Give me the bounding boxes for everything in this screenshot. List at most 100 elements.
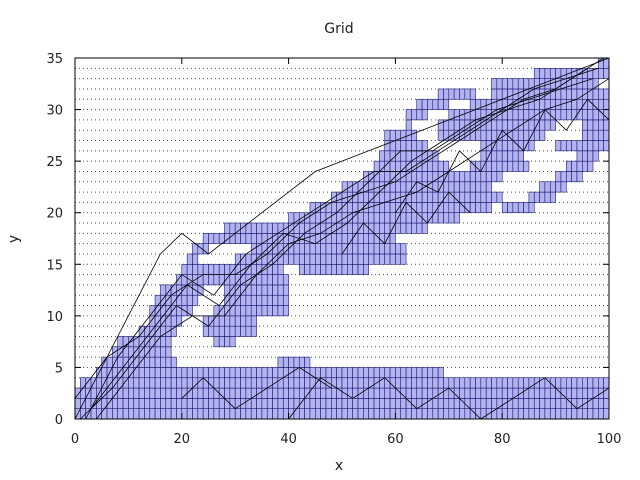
grid-cell [459, 181, 466, 193]
grid-cell [149, 387, 156, 399]
grid-cell [405, 367, 412, 379]
grid-cell [320, 253, 327, 265]
grid-cell [325, 253, 332, 265]
grid-cell [571, 387, 578, 399]
grid-cell [245, 233, 252, 244]
grid-cell [539, 387, 546, 399]
grid-cell [517, 408, 524, 420]
grid-cell [122, 408, 129, 420]
grid-cell [379, 150, 386, 162]
grid-cell [598, 98, 604, 110]
grid-cell [181, 367, 188, 379]
grid-cell [320, 387, 327, 399]
grid-cell [512, 78, 519, 90]
grid-cell [491, 191, 498, 203]
y-tick-label: 30 [46, 104, 63, 119]
grid-cell [528, 98, 535, 110]
grid-cell [565, 377, 572, 389]
grid-cell [400, 160, 407, 172]
grid-cell [368, 398, 375, 409]
grid-cell [496, 191, 503, 203]
grid-cell [411, 398, 418, 409]
grid-cell [165, 387, 172, 399]
grid-cell [501, 78, 508, 90]
y-tick-label: 5 [55, 361, 63, 376]
grid-cell [501, 119, 508, 131]
grid-cell [250, 305, 257, 317]
grid-cell [501, 408, 508, 420]
grid-cell [245, 284, 252, 296]
grid-cell [240, 294, 247, 306]
grid-cell [379, 408, 386, 420]
grid-cell [405, 398, 412, 409]
grid-cell [437, 129, 444, 141]
grid-cell [314, 243, 321, 255]
grid-cell [331, 253, 337, 265]
grid-cell [587, 377, 594, 389]
grid-cell [576, 377, 583, 389]
grid-cell [421, 109, 428, 121]
grid-cell [368, 367, 375, 379]
grid-cell [507, 377, 514, 389]
grid-cell [464, 202, 471, 214]
trajectory-line [90, 57, 604, 409]
grid-cell [464, 398, 471, 409]
grid-cell [523, 398, 530, 409]
grid-cell [400, 398, 407, 409]
grid-cell [229, 387, 236, 399]
grid-cell [101, 398, 108, 409]
grid-cell [357, 181, 364, 193]
grid-cell [587, 119, 594, 131]
grid-cell [507, 150, 514, 162]
grid-cell [272, 305, 279, 317]
grid-cell [485, 191, 492, 203]
grid-cell [395, 181, 402, 193]
grid-cell [448, 171, 455, 183]
grid-cell [587, 109, 594, 121]
grid-cell [485, 171, 492, 183]
grid-cell [443, 398, 450, 409]
grid-cell [581, 109, 588, 121]
grid-cell [400, 253, 407, 265]
grid-cell [256, 294, 263, 306]
grid-cell [469, 171, 476, 183]
trajectory-line [341, 191, 471, 255]
grid-cell [336, 202, 343, 214]
grid-cell [443, 377, 450, 389]
grid-cell [427, 160, 434, 172]
grid-cell [587, 150, 594, 162]
grid-cell [341, 377, 348, 389]
grid-cell [160, 408, 167, 420]
grid-cell [128, 387, 135, 399]
grid-cell [384, 212, 391, 224]
grid-cell [138, 398, 145, 409]
grid-cell [384, 367, 391, 379]
grid-cell [208, 408, 215, 420]
grid-cell [549, 181, 556, 193]
grid-cell [192, 294, 199, 306]
grid-cell [261, 294, 268, 306]
grid-cell [341, 253, 348, 265]
grid-cell [208, 377, 215, 389]
grid-cell [416, 191, 423, 203]
grid-cell [571, 140, 578, 152]
grid-cell [395, 387, 402, 399]
grid-cell [293, 222, 300, 234]
grid-cell [309, 263, 316, 275]
grid-cell [240, 233, 247, 244]
grid-cell [197, 387, 204, 399]
grid-cell [496, 88, 503, 100]
grid-cell [272, 274, 279, 286]
grid-cell [411, 367, 418, 379]
grid-cell [304, 263, 311, 275]
grid-cell [480, 98, 487, 110]
grid-cell [363, 263, 369, 275]
grid-cell [213, 336, 220, 348]
grid-cell [427, 408, 434, 420]
grid-cell [539, 119, 546, 131]
grid-cell [347, 253, 353, 265]
grid-cell [501, 160, 508, 172]
grid-cell [245, 315, 252, 327]
grid-cell [416, 140, 423, 152]
grid-cell [411, 377, 418, 389]
